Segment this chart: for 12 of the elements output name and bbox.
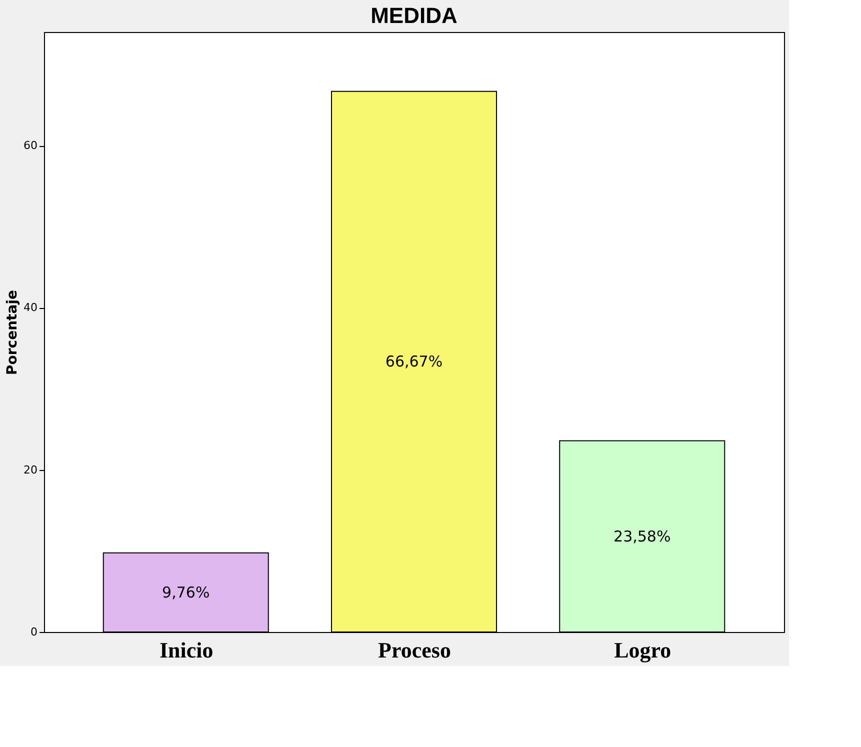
data-label: 66,67% <box>385 352 443 371</box>
y-axis-title: Porcentaje <box>4 290 21 375</box>
y-tick-label: 60 <box>24 139 38 152</box>
y-tick-label: 40 <box>24 301 38 314</box>
x-tick-label: Proceso <box>378 638 451 662</box>
chart-title: MEDIDA <box>370 3 458 28</box>
x-tick-label: Logro <box>614 638 672 662</box>
y-tick-label: 20 <box>24 463 38 476</box>
y-tick-label: 0 <box>30 626 38 638</box>
data-label: 9,76% <box>162 583 210 602</box>
data-label: 23,58% <box>614 527 671 546</box>
x-tick-label: Inicio <box>159 638 214 662</box>
